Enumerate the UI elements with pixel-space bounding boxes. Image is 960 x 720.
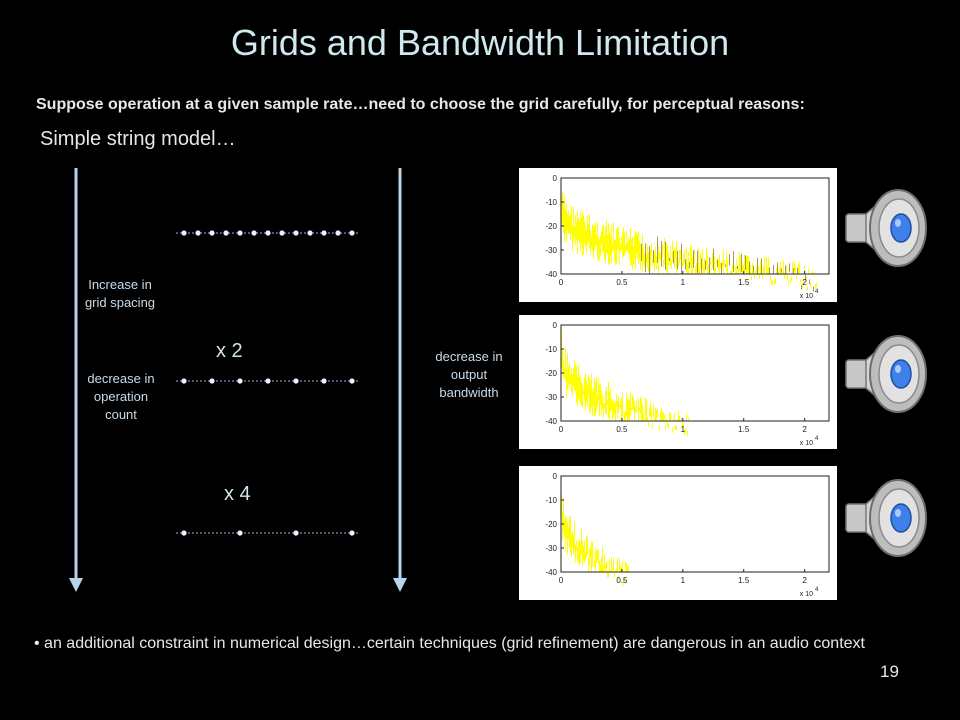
x-tick-label: 1 [681, 425, 686, 434]
y-tick-label: -10 [545, 345, 557, 354]
grid-row-coarse [176, 530, 360, 536]
y-tick-label: -20 [545, 520, 557, 529]
x-tick-label: 1 [681, 576, 686, 585]
spectrum-series [561, 192, 817, 292]
spectrum-plot-1: 0 -10 -20 -30 -40 0 0.5 1 1.5 2 x 10 4 [519, 168, 837, 302]
y-tick-label: -30 [545, 393, 557, 402]
left-down-arrow [69, 168, 83, 592]
spectrum-plot-2-svg: 0-10-20-30-400 0.5 1 1.5 2x 104 [545, 321, 830, 447]
y-tick-label: -20 [545, 222, 557, 231]
y-tick-label: 0 [553, 174, 558, 183]
grid-row-fine [176, 230, 360, 236]
x-tick-label: 2 [802, 278, 807, 287]
slide-title: Grids and Bandwidth Limitation [230, 22, 730, 63]
multiplier-x2: x 2 [216, 340, 243, 362]
spectrum-series [561, 493, 629, 586]
grid-row-medium [176, 378, 360, 384]
x-tick-label: 2 [802, 576, 807, 585]
y-tick-label: -10 [545, 496, 557, 505]
x-exponent-label: x 10 [800, 293, 813, 300]
y-tick-label: -30 [545, 544, 557, 553]
spectrum-plot-1-svg: 0-10-20-30-400 0.5 1 1.5 2x 104 [545, 174, 830, 300]
y-tick-label: -40 [545, 417, 557, 426]
x-exponent-power: 4 [815, 289, 819, 295]
y-tick-label: 0 [553, 321, 558, 330]
x-tick-label: 0 [559, 425, 564, 434]
y-tick-label: -40 [545, 270, 557, 279]
y-tick-label: -30 [545, 246, 557, 255]
x-tick-label: 0.5 [616, 576, 628, 585]
bullet-point: • an additional constraint in numerical … [34, 635, 865, 652]
x-tick-label: 0.5 [616, 278, 628, 287]
multiplier-x4: x 4 [224, 483, 251, 505]
x-tick-label: 2 [802, 425, 807, 434]
page-number: 19 [880, 662, 899, 681]
x-tick-label: 1.5 [738, 425, 750, 434]
increase-grid-spacing-label: Increase in grid spacing [84, 277, 156, 310]
plot-frame [560, 475, 830, 573]
x-tick-label: 0.5 [616, 425, 628, 434]
bullet-text: an additional constraint in numerical de… [44, 635, 865, 652]
spectrum-plot-3: 0 -10 -20 -30 -40 0 0.5 1 1.5 2 x 10 4 [519, 466, 837, 600]
x-exponent-power: 4 [815, 587, 819, 593]
x-tick-label: 0 [559, 278, 564, 287]
slide-subtitle: Suppose operation at a given sample rate… [36, 96, 805, 113]
x-exponent-label: x 10 [800, 591, 813, 598]
x-tick-label: 1.5 [738, 278, 750, 287]
y-tick-label: -10 [545, 198, 557, 207]
x-exponent-power: 4 [815, 436, 819, 442]
x-tick-label: 0 [559, 576, 564, 585]
decrease-operation-count-label: decrease in operation count [87, 371, 155, 422]
right-down-arrow [393, 168, 407, 592]
speaker-icon[interactable] [842, 186, 930, 270]
speaker-icon[interactable] [842, 476, 930, 560]
x-tick-label: 1.5 [738, 576, 750, 585]
x-exponent-label: x 10 [800, 440, 813, 447]
spectrum-plot-2: 0 -10 -20 -30 -40 0 0.5 1 1.5 2 x 10 4 [519, 315, 837, 449]
decrease-output-bandwidth-label: decrease in output bandwidth [435, 349, 503, 400]
speaker-icon[interactable] [842, 332, 930, 416]
x-tick-label: 1 [681, 278, 686, 287]
y-tick-label: -20 [545, 369, 557, 378]
spectrum-plot-3-svg: 0-10-20-30-400 0.5 1 1.5 2x 104 [545, 472, 830, 598]
y-tick-label: 0 [553, 472, 558, 481]
model-label: Simple string model… [40, 128, 236, 150]
y-tick-label: -40 [545, 568, 557, 577]
spectrum-series [561, 330, 689, 436]
